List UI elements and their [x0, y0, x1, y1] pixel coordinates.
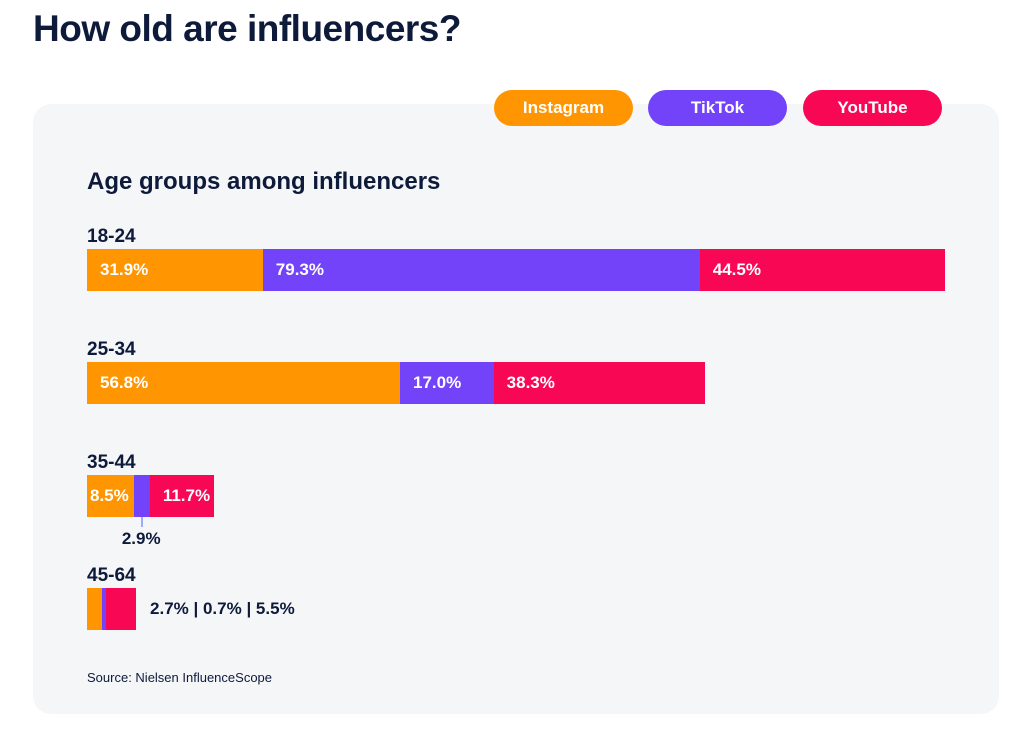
data-label: 79.3% [275, 260, 324, 279]
data-label: 17.0% [413, 373, 462, 392]
page-title: How old are influencers? [33, 8, 461, 49]
bar-tiktok-45-64 [101, 588, 106, 630]
data-label: 31.9% [100, 260, 149, 279]
age-group-label: 45-64 [87, 565, 136, 586]
bar-instagram-35-44 [87, 475, 134, 517]
bar-tiktok-25-34 [400, 362, 494, 404]
data-label: 44.5% [712, 260, 761, 279]
leader-line [140, 517, 143, 527]
data-label: 56.8% [100, 373, 149, 392]
bar-youtube-45-64 [105, 588, 137, 630]
bar-instagram-25-34 [87, 362, 400, 404]
chart-card [33, 104, 999, 714]
bar-tiktok-18-24 [262, 249, 700, 291]
bar-instagram-45-64 [87, 588, 102, 630]
age-group-label: 25-34 [87, 339, 136, 360]
source-note: Source: Nielsen InfluenceScope [87, 670, 273, 685]
bar-tiktok-35-44 [133, 475, 150, 517]
age-group-label: 35-44 [87, 452, 136, 473]
legend-instagram: Instagram [494, 90, 633, 126]
age-group-label: 18-24 [87, 226, 136, 247]
external-data-label: 2.9% [121, 529, 161, 548]
data-label: 11.7% [162, 486, 211, 505]
chart-title: Age groups among influencers [87, 168, 441, 195]
legend-youtube: YouTube [803, 90, 942, 126]
data-label: 38.3% [506, 373, 555, 392]
bar-instagram-18-24 [87, 249, 263, 291]
external-data-label: 2.7% | 0.7% | 5.5% [150, 599, 295, 618]
bar-youtube-18-24 [699, 249, 945, 291]
legend-tiktok: TikTok [648, 90, 787, 126]
bar-youtube-25-34 [493, 362, 705, 404]
data-label: 8.5% [90, 486, 129, 505]
bar-youtube-35-44 [149, 475, 215, 517]
